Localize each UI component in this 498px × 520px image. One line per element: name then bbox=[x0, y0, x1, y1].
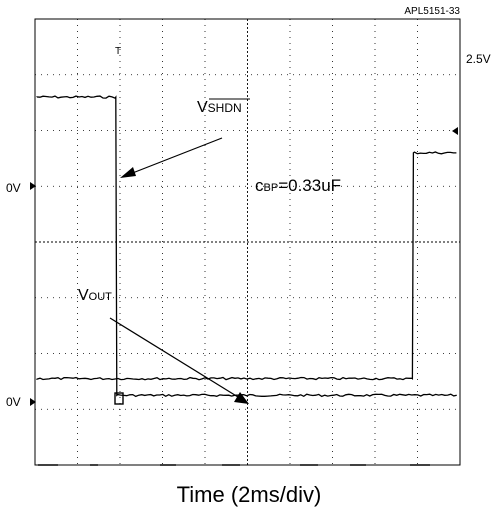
ch1-ground-marker: 0V bbox=[6, 181, 21, 195]
vout-label: VOUT bbox=[78, 287, 112, 304]
vshdn-arrow-head bbox=[120, 167, 136, 178]
vshdn-arrow-line bbox=[129, 137, 223, 175]
vout-arrow-head bbox=[234, 392, 249, 404]
grid bbox=[35, 19, 460, 465]
shdn-trace bbox=[36, 95, 457, 398]
vout-trace bbox=[36, 151, 457, 381]
trigger-marker-ch2 bbox=[114, 392, 124, 405]
right-edge-arrow bbox=[452, 127, 458, 135]
ch2-ground-arrow bbox=[30, 398, 36, 406]
trigger-marker-ch1: T bbox=[115, 46, 121, 57]
ch2-ground-marker: 0V bbox=[6, 395, 21, 409]
ch1-ground-arrow bbox=[30, 182, 36, 190]
ch1-level-marker: 2.5V bbox=[466, 52, 491, 66]
vshdn-label: VSHDN bbox=[197, 99, 242, 116]
capacitor-annotation: cBP=0.33uF bbox=[255, 176, 341, 195]
x-axis-label: Time (2ms/div) bbox=[176, 482, 322, 507]
doc-id: APL5151-33 bbox=[404, 6, 460, 17]
vout-arrow-line bbox=[109, 317, 239, 398]
